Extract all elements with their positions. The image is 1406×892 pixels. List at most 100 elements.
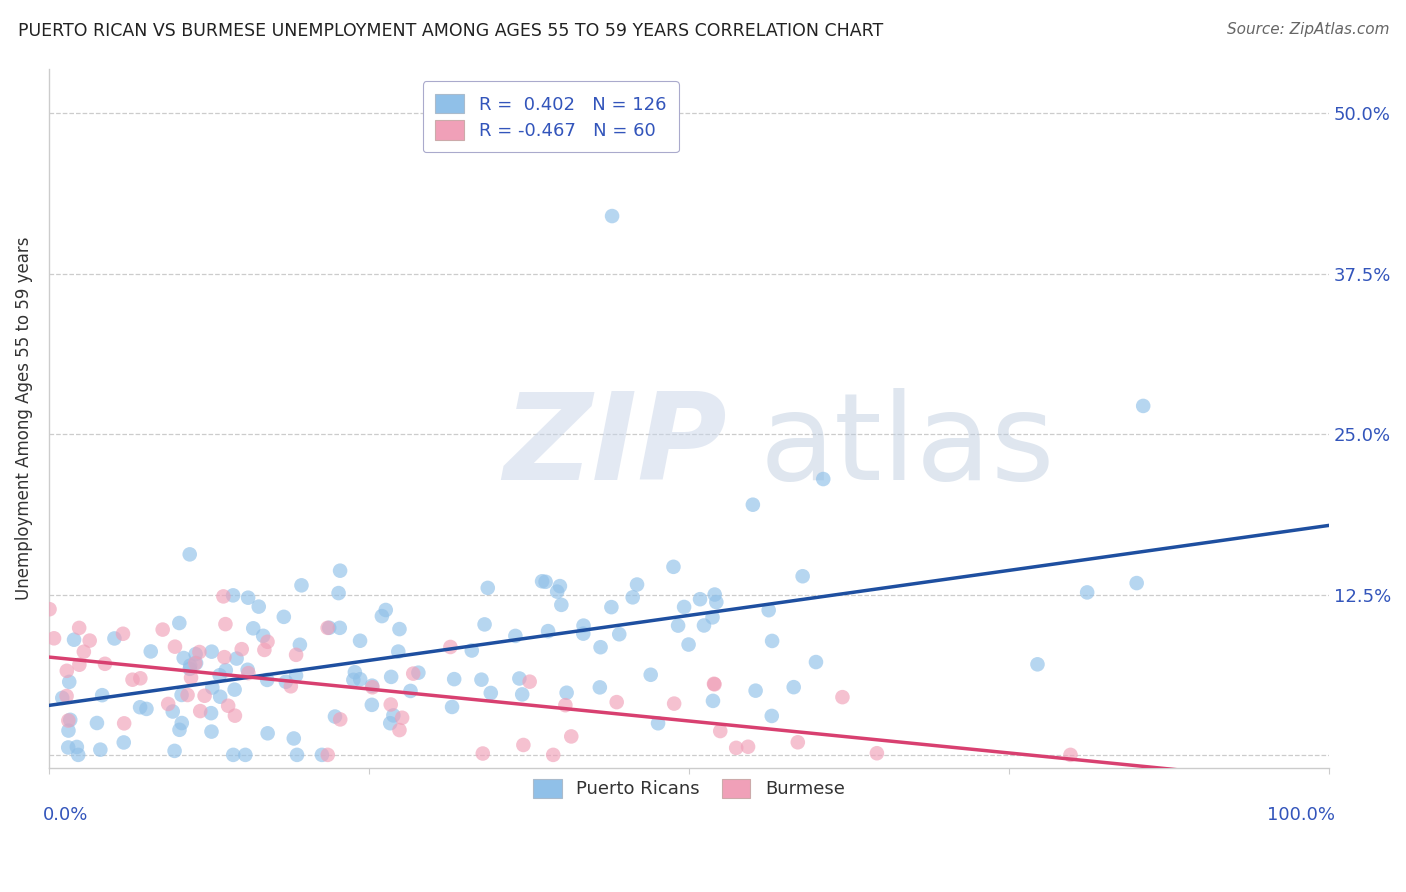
- Point: [703, 677, 725, 691]
- Point: [79, 633, 101, 648]
- Point: [58, 723, 80, 738]
- Point: [600, 600, 623, 615]
- Point: [58, 674, 80, 689]
- Point: [231, 642, 253, 657]
- Point: [201, 681, 224, 695]
- Point: [329, 564, 352, 578]
- Point: [129, 700, 152, 714]
- Point: [94, 657, 117, 671]
- Point: [328, 586, 350, 600]
- Point: [342, 673, 364, 687]
- Point: [474, 617, 496, 632]
- Point: [311, 747, 333, 762]
- Point: [725, 740, 748, 755]
- Point: [804, 655, 827, 669]
- Point: [318, 621, 340, 635]
- Point: [329, 712, 352, 726]
- Point: [479, 686, 502, 700]
- Point: [640, 667, 662, 681]
- Point: [73, 645, 96, 659]
- Point: [214, 650, 236, 665]
- Point: [786, 735, 808, 749]
- Point: [173, 651, 195, 665]
- Point: [349, 672, 371, 686]
- Point: [285, 668, 308, 682]
- Point: [129, 671, 152, 685]
- Point: [184, 656, 207, 670]
- Point: [380, 698, 402, 712]
- Point: [67, 747, 90, 762]
- Point: [439, 640, 461, 654]
- Point: [222, 588, 245, 602]
- Text: ZIP: ZIP: [503, 388, 727, 505]
- Point: [290, 578, 312, 592]
- Point: [361, 679, 384, 693]
- Point: [238, 666, 260, 681]
- Point: [737, 739, 759, 754]
- Point: [589, 681, 612, 695]
- Point: [388, 622, 411, 636]
- Point: [673, 599, 696, 614]
- Point: [554, 698, 576, 713]
- Point: [112, 716, 135, 731]
- Point: [139, 644, 162, 658]
- Point: [704, 595, 727, 609]
- Point: [58, 740, 80, 755]
- Point: [316, 747, 339, 762]
- Point: [470, 673, 492, 687]
- Point: [626, 577, 648, 591]
- Point: [285, 648, 308, 662]
- Point: [283, 731, 305, 746]
- Point: [758, 603, 780, 617]
- Point: [176, 688, 198, 702]
- Point: [703, 588, 725, 602]
- Point: [508, 672, 530, 686]
- Point: [215, 663, 238, 677]
- Point: [471, 747, 494, 761]
- Point: [761, 634, 783, 648]
- Point: [214, 617, 236, 632]
- Point: [461, 643, 484, 657]
- Point: [51, 690, 73, 705]
- Point: [163, 640, 186, 654]
- Point: [537, 624, 560, 639]
- Point: [233, 747, 256, 762]
- Point: [388, 723, 411, 737]
- Text: 0.0%: 0.0%: [42, 806, 89, 824]
- Point: [224, 682, 246, 697]
- Point: [217, 698, 239, 713]
- Point: [274, 674, 297, 689]
- Point: [387, 644, 409, 658]
- Point: [38, 602, 60, 616]
- Point: [91, 688, 114, 702]
- Point: [374, 603, 396, 617]
- Point: [360, 698, 382, 712]
- Point: [170, 716, 193, 731]
- Point: [702, 610, 724, 624]
- Point: [399, 684, 422, 698]
- Point: [252, 629, 274, 643]
- Point: [288, 638, 311, 652]
- Point: [179, 547, 201, 561]
- Point: [67, 657, 90, 672]
- Point: [188, 645, 211, 659]
- Point: [391, 711, 413, 725]
- Point: [702, 694, 724, 708]
- Point: [744, 683, 766, 698]
- Point: [184, 647, 207, 661]
- Point: [329, 621, 352, 635]
- Point: [236, 591, 259, 605]
- Point: [273, 610, 295, 624]
- Point: [741, 498, 763, 512]
- Point: [1026, 657, 1049, 672]
- Point: [662, 559, 685, 574]
- Point: [67, 621, 90, 635]
- Point: [709, 724, 731, 739]
- Point: [56, 664, 79, 678]
- Point: [111, 627, 134, 641]
- Point: [371, 609, 394, 624]
- Point: [408, 665, 430, 680]
- Point: [550, 598, 572, 612]
- Point: [157, 697, 180, 711]
- Point: [510, 687, 533, 701]
